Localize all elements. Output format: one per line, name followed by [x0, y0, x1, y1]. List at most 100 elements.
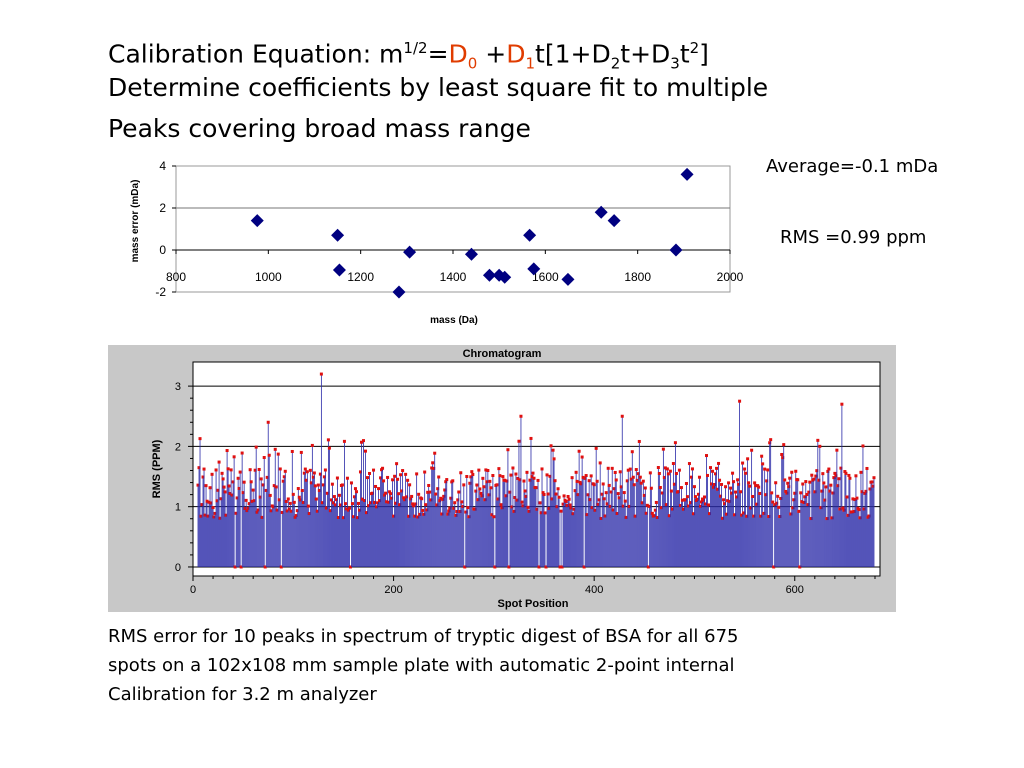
bar: [792, 507, 794, 567]
bar-tip-marker: [341, 516, 345, 520]
bar-tip-marker: [656, 466, 660, 470]
bar: [498, 468, 500, 567]
bar-tip-marker: [543, 511, 547, 515]
bar-tip-marker: [766, 468, 770, 472]
bar: [664, 467, 666, 567]
bar: [501, 507, 503, 567]
bar: [319, 474, 321, 567]
bar-tip-marker: [313, 484, 317, 488]
bar: [406, 496, 408, 567]
bar: [725, 486, 726, 567]
bar: [274, 449, 276, 567]
bar: [811, 475, 813, 567]
bar: [582, 477, 584, 567]
bar: [204, 515, 206, 567]
bar: [655, 502, 657, 567]
bar: [446, 479, 448, 567]
bar: [847, 515, 849, 567]
bar: [730, 488, 731, 567]
bar: [388, 502, 389, 567]
bar: [511, 506, 513, 567]
bar-tip-marker: [268, 493, 272, 497]
bar: [780, 498, 782, 567]
bar-tip-marker: [442, 494, 446, 498]
bar-tip-marker: [855, 496, 859, 500]
bar: [374, 502, 375, 567]
bar-tip-marker: [263, 565, 267, 569]
bar: [309, 470, 311, 567]
bar: [674, 484, 675, 567]
bar: [622, 506, 624, 567]
bar: [226, 450, 228, 567]
rms-stat: RMS =0.99 ppm: [780, 227, 927, 248]
bar-tip-marker: [206, 514, 210, 518]
bar-tip-marker: [239, 565, 243, 569]
bar: [549, 476, 551, 567]
bar-tip-marker: [247, 502, 251, 506]
bar: [202, 477, 204, 567]
bar: [349, 508, 350, 567]
bar-tip-marker: [331, 501, 335, 505]
bar: [752, 496, 754, 567]
bar: [652, 516, 654, 567]
bar: [765, 494, 767, 567]
bar: [586, 514, 588, 567]
bar: [701, 501, 702, 567]
bar-tip-marker: [575, 479, 579, 483]
bar-tip-marker: [713, 482, 717, 486]
bar: [459, 511, 461, 567]
bar: [437, 488, 439, 567]
bar: [619, 471, 621, 567]
x-tick-label: 0: [190, 584, 196, 596]
bar-tip-marker: [452, 506, 456, 510]
bar-tip-marker: [420, 497, 424, 501]
bar: [732, 473, 733, 567]
bar: [666, 468, 668, 567]
bar: [656, 517, 658, 567]
bar-tip-marker: [382, 479, 386, 483]
bar-tip-marker: [383, 493, 387, 497]
bar-tip-marker: [534, 486, 538, 490]
bar: [841, 404, 843, 567]
bar-tip-marker: [492, 515, 496, 519]
bar-tip-marker: [680, 498, 684, 502]
bar: [522, 505, 524, 567]
bar-tip-marker: [851, 497, 855, 501]
bar: [383, 480, 384, 567]
bar: [611, 468, 613, 567]
bar-tip-marker: [334, 498, 338, 502]
bar-tip-marker: [643, 486, 647, 490]
bar: [472, 474, 474, 567]
bar: [527, 507, 529, 567]
bar-tip-marker: [369, 501, 373, 505]
bar-tip-marker: [434, 492, 438, 496]
bar: [657, 467, 659, 567]
bar: [717, 489, 718, 567]
bar-tip-marker: [635, 478, 639, 482]
bar: [543, 494, 545, 567]
bar-tip-marker: [555, 505, 559, 509]
bar: [690, 502, 691, 567]
bar: [810, 518, 812, 567]
bar-tip-marker: [779, 496, 783, 500]
bar-tip-marker: [505, 479, 509, 483]
bar: [448, 511, 450, 567]
bar-tip-marker: [837, 477, 841, 481]
bar: [389, 491, 390, 567]
bar-tip-marker: [823, 498, 827, 502]
bar-tip-marker: [711, 469, 715, 473]
bar-tip-marker: [778, 514, 782, 518]
bar: [842, 508, 844, 567]
bar: [403, 497, 405, 567]
x-tick-label: 1800: [624, 270, 651, 284]
bar: [757, 485, 759, 567]
bar-tip-marker: [332, 495, 336, 499]
bar-tip-marker: [748, 484, 752, 488]
bar-tip-marker: [473, 507, 477, 511]
bar-tip-marker: [609, 490, 613, 494]
bar-tip-marker: [852, 509, 856, 513]
bar-tip-marker: [317, 488, 321, 492]
bar: [468, 516, 470, 567]
bar-tip-marker: [476, 498, 480, 502]
bar-tip-marker: [716, 487, 720, 491]
